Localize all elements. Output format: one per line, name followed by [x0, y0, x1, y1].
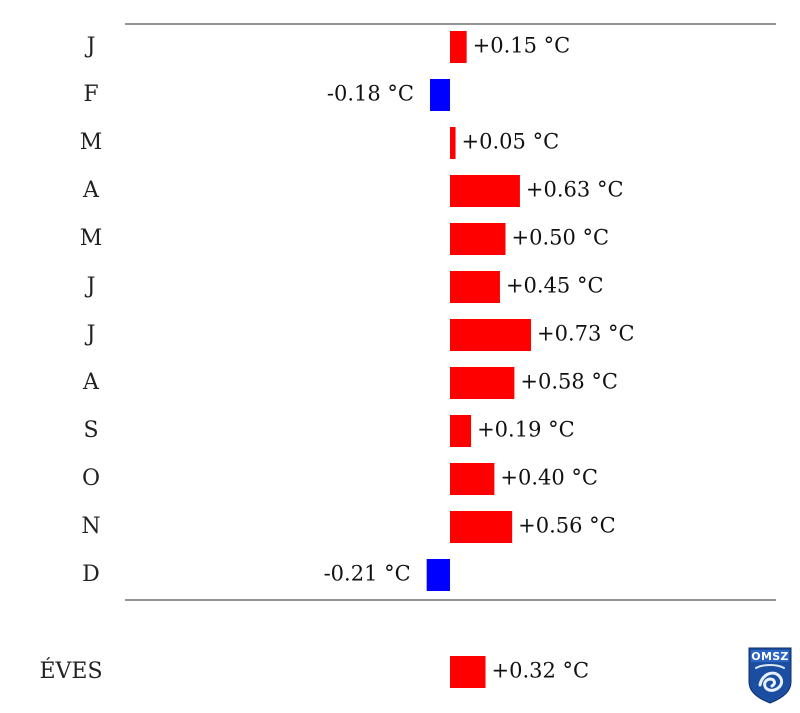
month-value-label-11: +0.56 °C — [518, 514, 616, 538]
omsz-logo: OMSZ — [748, 647, 792, 704]
month-label-8: A — [82, 370, 100, 395]
month-bar-7 — [450, 319, 532, 351]
logo-wave-icon — [755, 664, 785, 669]
logo-top-band — [751, 650, 789, 662]
month-label-11: N — [81, 514, 100, 539]
month-value-label-10: +0.40 °C — [500, 466, 598, 490]
month-bar-6 — [450, 271, 500, 303]
month-value-label-1: +0.15 °C — [473, 34, 571, 58]
month-label-2: F — [83, 82, 98, 107]
logo-swirl-icon — [758, 671, 784, 692]
month-value-label-8: +0.58 °C — [520, 370, 618, 394]
logo-text: OMSZ — [751, 650, 788, 663]
annual-category-label: ÉVES — [39, 657, 102, 684]
month-value-label-9: +0.19 °C — [477, 418, 575, 442]
month-label-10: O — [82, 466, 100, 491]
month-bar-5 — [450, 223, 506, 255]
month-bar-8 — [450, 367, 515, 399]
month-label-7: J — [85, 322, 96, 347]
month-value-label-7: +0.73 °C — [537, 322, 635, 346]
month-value-label-5: +0.50 °C — [512, 226, 610, 250]
labels-layer: J +0.15 °C F -0.18 °C M +0.05 °C A +0.63 °C M +0.… — [80, 34, 635, 588]
month-bar-11 — [450, 511, 513, 543]
month-value-label-6: +0.45 °C — [506, 274, 604, 298]
month-bar-3 — [450, 127, 456, 159]
annual-layer: ÉVES +0.32 °C — [39, 656, 589, 688]
month-value-label-4: +0.63 °C — [526, 178, 624, 202]
month-label-12: D — [82, 562, 100, 587]
bars-layer — [426, 31, 532, 591]
annual-value-label: +0.32 °C — [492, 659, 590, 683]
month-bar-12 — [426, 559, 450, 591]
month-label-6: J — [85, 274, 96, 299]
month-label-9: S — [83, 418, 98, 443]
month-bar-2 — [430, 79, 450, 111]
month-label-4: A — [82, 178, 100, 203]
month-bar-9 — [450, 415, 472, 447]
month-bar-4 — [450, 175, 520, 207]
month-value-label-12: -0.21 °C — [324, 562, 411, 586]
annual-bar — [450, 656, 486, 688]
month-label-1: J — [85, 34, 96, 59]
month-label-5: M — [80, 226, 103, 251]
month-value-label-3: +0.05 °C — [462, 130, 560, 154]
chart-rules — [125, 23, 776, 601]
month-label-3: M — [80, 130, 103, 155]
month-bar-10 — [450, 463, 495, 495]
month-bar-1 — [450, 31, 467, 63]
month-value-label-2: -0.18 °C — [327, 82, 414, 106]
